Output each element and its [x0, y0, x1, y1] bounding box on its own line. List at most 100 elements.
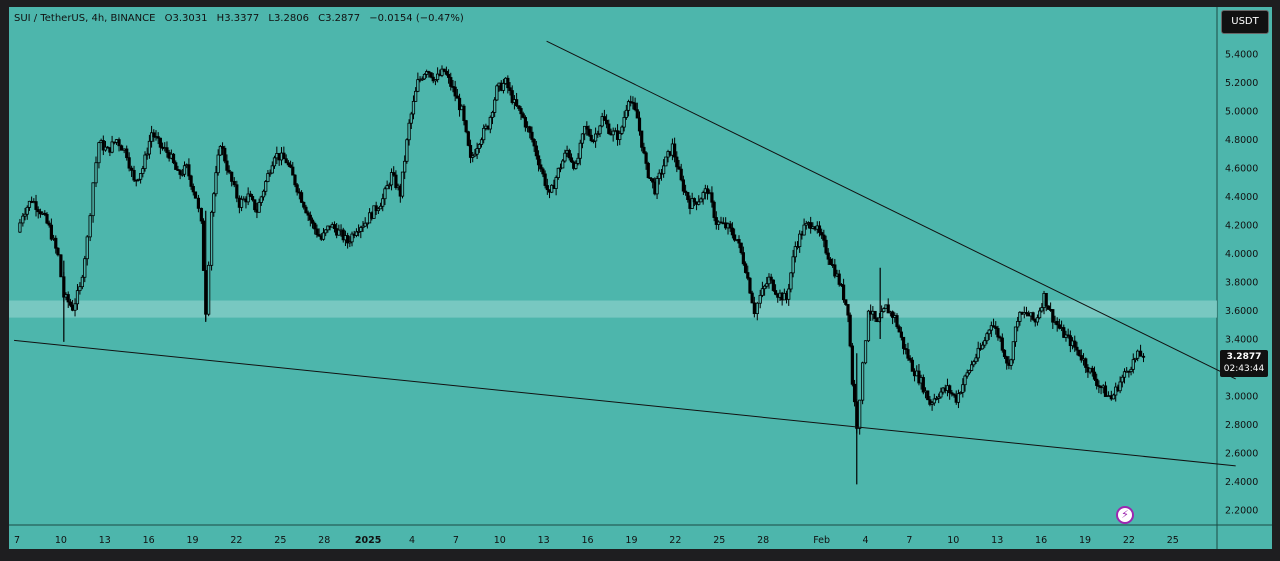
candle-body — [558, 167, 563, 170]
bar-countdown: 02:43:44 — [1223, 364, 1265, 374]
x-tick-label: 2025 — [355, 535, 381, 546]
ohlc-legend[interactable]: SUI / TetherUS, 4h, BINANCE O3.3031 H3.3… — [14, 13, 470, 24]
candle-body — [1031, 312, 1035, 320]
candle-body — [820, 232, 824, 236]
candle-body — [1131, 359, 1135, 370]
candle-body — [201, 220, 206, 271]
candle-body — [789, 272, 793, 290]
candle-body — [444, 70, 448, 75]
candle-body — [97, 142, 101, 164]
candle-body — [899, 331, 903, 338]
candle-body — [75, 290, 80, 305]
candle-body — [216, 154, 220, 174]
candle-body — [508, 87, 512, 91]
candle-body — [677, 166, 681, 170]
candle-body — [646, 162, 650, 179]
candle-body — [1024, 312, 1029, 314]
candle-body — [199, 207, 203, 222]
candle-body — [743, 263, 748, 273]
candle-body — [773, 290, 778, 295]
candle-body — [602, 116, 606, 121]
candle-body — [837, 273, 841, 285]
candle-body — [416, 79, 420, 92]
candle-body — [136, 178, 141, 181]
candle-body — [158, 137, 162, 148]
candle-body — [117, 139, 121, 147]
candle-body — [268, 172, 272, 175]
currency-button[interactable]: USDT — [1221, 10, 1269, 34]
candle-body — [171, 153, 176, 164]
candle-body — [828, 258, 833, 265]
lightning-icon[interactable]: ⚡ — [1116, 506, 1134, 524]
candle-body — [554, 177, 558, 189]
candle-body — [705, 188, 710, 194]
candle-body — [91, 182, 95, 217]
candle-body — [346, 235, 350, 244]
candle-body — [73, 303, 77, 311]
candle-body — [1044, 292, 1048, 307]
x-tick-label: 7 — [453, 535, 459, 546]
candle-body — [987, 329, 991, 335]
candle-body — [361, 225, 365, 228]
x-tick-label: 22 — [1123, 535, 1135, 546]
candle-body — [657, 172, 661, 179]
candle-body — [802, 224, 806, 236]
candle-body — [427, 71, 431, 74]
candle-body — [411, 100, 416, 115]
x-tick-label: 25 — [274, 535, 286, 546]
x-tick-label: 25 — [1167, 535, 1179, 546]
candle-body — [576, 157, 580, 164]
y-tick-label: 5.0000 — [1225, 107, 1258, 118]
y-tick-label: 3.6000 — [1225, 306, 1258, 317]
candle-body — [282, 152, 286, 160]
support-zone — [9, 300, 1217, 318]
candle-body — [607, 123, 611, 134]
candle-body — [246, 193, 250, 203]
candle-body — [308, 214, 312, 221]
candle-body — [156, 136, 160, 139]
candle-body — [189, 175, 193, 187]
candle-body — [620, 126, 624, 134]
candle-body — [683, 190, 688, 193]
candle-body — [970, 364, 974, 371]
y-tick-label: 2.6000 — [1225, 449, 1258, 460]
candle-body — [852, 383, 857, 403]
time-axis-background[interactable] — [9, 525, 1272, 549]
candle-body — [536, 155, 541, 166]
candle-body — [600, 116, 604, 127]
candle-body — [861, 362, 865, 401]
x-tick-label: 19 — [1079, 535, 1091, 546]
candle-body — [506, 77, 510, 89]
candle-body — [755, 302, 759, 315]
symbol-label[interactable]: SUI / TetherUS, 4h, BINANCE — [14, 13, 156, 24]
candle-body — [354, 231, 359, 236]
candle-body — [515, 99, 519, 107]
x-tick-label: 4 — [863, 535, 869, 546]
candle-body — [1138, 350, 1143, 357]
x-tick-label: 16 — [582, 535, 594, 546]
candle-body — [25, 206, 29, 215]
open-value: O3.3031 — [164, 13, 208, 24]
candle-body — [967, 370, 972, 374]
candle-body — [466, 131, 470, 146]
candle-body — [1011, 341, 1015, 361]
candle-body — [468, 145, 473, 158]
candle-body — [1079, 355, 1083, 361]
candle-body — [321, 232, 326, 240]
candle-body — [545, 185, 549, 191]
candle-body — [291, 166, 295, 176]
candle-body — [225, 160, 229, 171]
candle-body — [690, 198, 694, 209]
candle-body — [750, 292, 754, 304]
candle-body — [882, 308, 886, 312]
candle-body — [230, 171, 234, 182]
candle-body — [673, 143, 677, 158]
candle-body — [286, 162, 290, 166]
candle-body — [1118, 381, 1122, 392]
candle-body — [937, 396, 941, 399]
x-tick-label: 7 — [14, 535, 20, 546]
price-axis-background[interactable] — [1217, 7, 1272, 525]
low-value: L3.2806 — [268, 13, 309, 24]
candle-body — [152, 132, 156, 138]
